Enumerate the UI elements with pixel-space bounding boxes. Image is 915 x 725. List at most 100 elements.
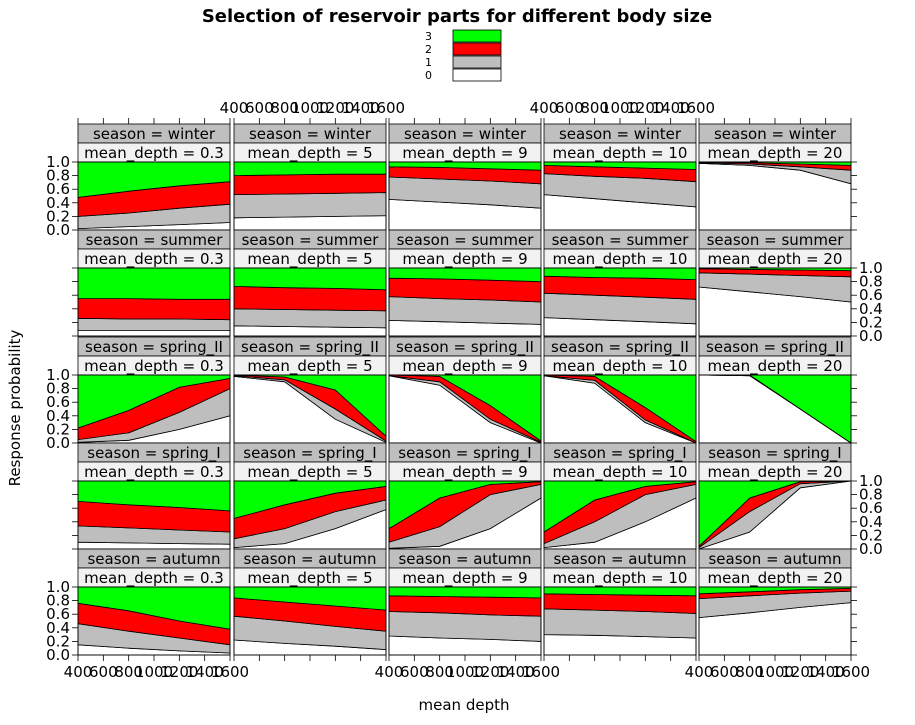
x-tick-label: 600: [245, 99, 274, 117]
panel-frame: [233, 267, 387, 337]
x-tick-label: 1000: [601, 99, 639, 117]
x-tick-label: 1400: [497, 663, 535, 681]
x-tick-label: 1600: [522, 663, 560, 681]
x-tick-label: 1000: [135, 663, 173, 681]
strip-season-label: season = spring_II: [396, 338, 534, 357]
x-tick-label: 800: [735, 663, 764, 681]
strip-season-label: season = winter: [559, 125, 682, 143]
y-tick-label: 0.8: [46, 167, 70, 185]
legend-label-1: 1: [425, 56, 432, 69]
area-level-3: [388, 586, 542, 599]
strip-depth-label: mean_depth = 20: [708, 357, 843, 376]
area-level-3: [77, 267, 231, 300]
x-tick-label: 1400: [342, 99, 380, 117]
area-level-1: [77, 317, 231, 331]
strip-season-label: season = spring_II: [706, 338, 844, 357]
strip-season-label: season = summer: [552, 231, 690, 249]
strip-season-label: season = winter: [714, 125, 837, 143]
y-tick-label: 0.6: [46, 605, 70, 623]
x-tick-label: 600: [400, 663, 429, 681]
x-tick-label: 400: [530, 99, 559, 117]
y-tick-label: 0.6: [859, 499, 883, 517]
x-tick-label: 600: [89, 663, 118, 681]
y-tick-label: 0.4: [859, 300, 883, 318]
area-level-2: [233, 285, 387, 312]
y-tick-label: 0.6: [46, 180, 70, 198]
strip-season-label: season = winter: [404, 125, 527, 143]
y-tick-label: 0.2: [46, 207, 70, 225]
x-tick-label: 400: [64, 663, 93, 681]
y-tick-label: 0.4: [46, 194, 70, 212]
x-tick-label: 600: [555, 99, 584, 117]
strip-season-label: season = summer: [397, 231, 535, 249]
x-tick-label: 1600: [367, 99, 405, 117]
y-tick-label: 0.6: [859, 286, 883, 304]
y-tick-label: 0.6: [46, 393, 70, 411]
chart-title: Selection of reservoir parts for differe…: [202, 6, 712, 27]
y-tick-label: 0.2: [46, 632, 70, 650]
strip-season-label: season = autumn: [553, 550, 686, 568]
strip-depth-label: mean_depth = 5: [247, 144, 372, 163]
strip-depth-label: mean_depth = 0.3: [84, 569, 224, 588]
strip-depth-label: mean_depth = 5: [247, 357, 372, 376]
legend-label-2: 2: [425, 43, 432, 56]
strip-depth-label: mean_depth = 20: [708, 250, 843, 269]
y-tick-label: 0.2: [859, 313, 883, 331]
x-axis-label: mean depth: [419, 696, 510, 714]
x-tick-label: 800: [114, 663, 143, 681]
x-tick-label: 1400: [807, 663, 845, 681]
y-tick-label: 0.8: [859, 486, 883, 504]
strip-depth-label: mean_depth = 10: [553, 250, 688, 269]
y-tick-label: 0.4: [859, 513, 883, 531]
strip-season-label: season = spring_II: [85, 338, 223, 357]
strip-depth-label: mean_depth = 20: [708, 463, 843, 482]
area-level-1: [543, 608, 697, 639]
strip-depth-label: mean_depth = 5: [247, 250, 372, 269]
x-tick-label: 1200: [316, 99, 354, 117]
strip-season-label: season = autumn: [87, 550, 220, 568]
legend-swatch-3: [452, 29, 502, 43]
strip-depth-label: mean_depth = 9: [402, 357, 527, 376]
panel-frame: [388, 267, 542, 337]
y-tick-label: 0.2: [46, 420, 70, 438]
legend-label-3: 3: [425, 30, 432, 43]
panel-frame: [698, 267, 852, 337]
strip-season-label: season = summer: [242, 231, 380, 249]
x-tick-label: 800: [425, 663, 454, 681]
axes: 0.00.20.40.60.81.00.00.20.40.60.81.00.00…: [46, 99, 883, 681]
x-tick-label: 1000: [291, 99, 329, 117]
x-tick-label: 400: [375, 663, 404, 681]
x-tick-label: 1600: [677, 99, 715, 117]
strip-season-label: season = spring_II: [241, 338, 379, 357]
area-level-1: [233, 308, 387, 329]
strip-season-label: season = autumn: [243, 550, 376, 568]
area-level-0: [77, 330, 231, 337]
strip-depth-label: mean_depth = 10: [553, 463, 688, 482]
x-tick-label: 1200: [781, 663, 819, 681]
strip-depth-label: mean_depth = 5: [247, 463, 372, 482]
y-tick-label: 0.0: [859, 540, 883, 558]
strip-depth-label: mean_depth = 5: [247, 569, 372, 588]
y-tick-label: 1.0: [46, 153, 70, 171]
x-tick-label: 1200: [160, 663, 198, 681]
strip-season-label: season = summer: [86, 231, 224, 249]
strip-depth-label: mean_depth = 9: [402, 144, 527, 163]
y-tick-label: 0.2: [859, 526, 883, 544]
